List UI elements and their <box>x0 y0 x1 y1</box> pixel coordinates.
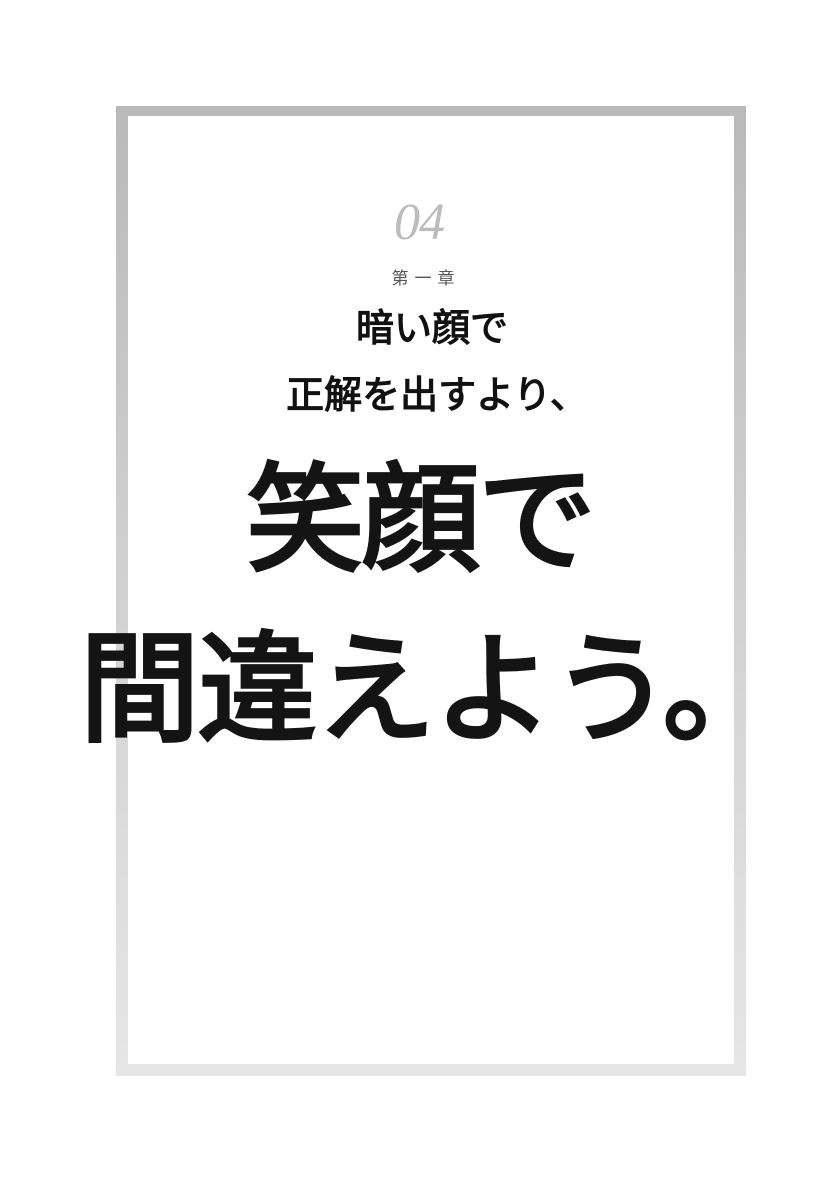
headline-line-1: 笑顔で <box>245 450 596 589</box>
subtitle-line-1: 暗い顔で <box>355 305 508 350</box>
page-frame <box>116 106 746 1076</box>
page-content-area <box>128 116 734 1064</box>
chapter-number: 04 <box>394 194 445 251</box>
chapter-label: 第一章 <box>391 269 461 289</box>
subtitle-line-2: 正解を出すより、 <box>286 372 588 417</box>
headline-line-2: 間違えよう。 <box>79 619 783 760</box>
